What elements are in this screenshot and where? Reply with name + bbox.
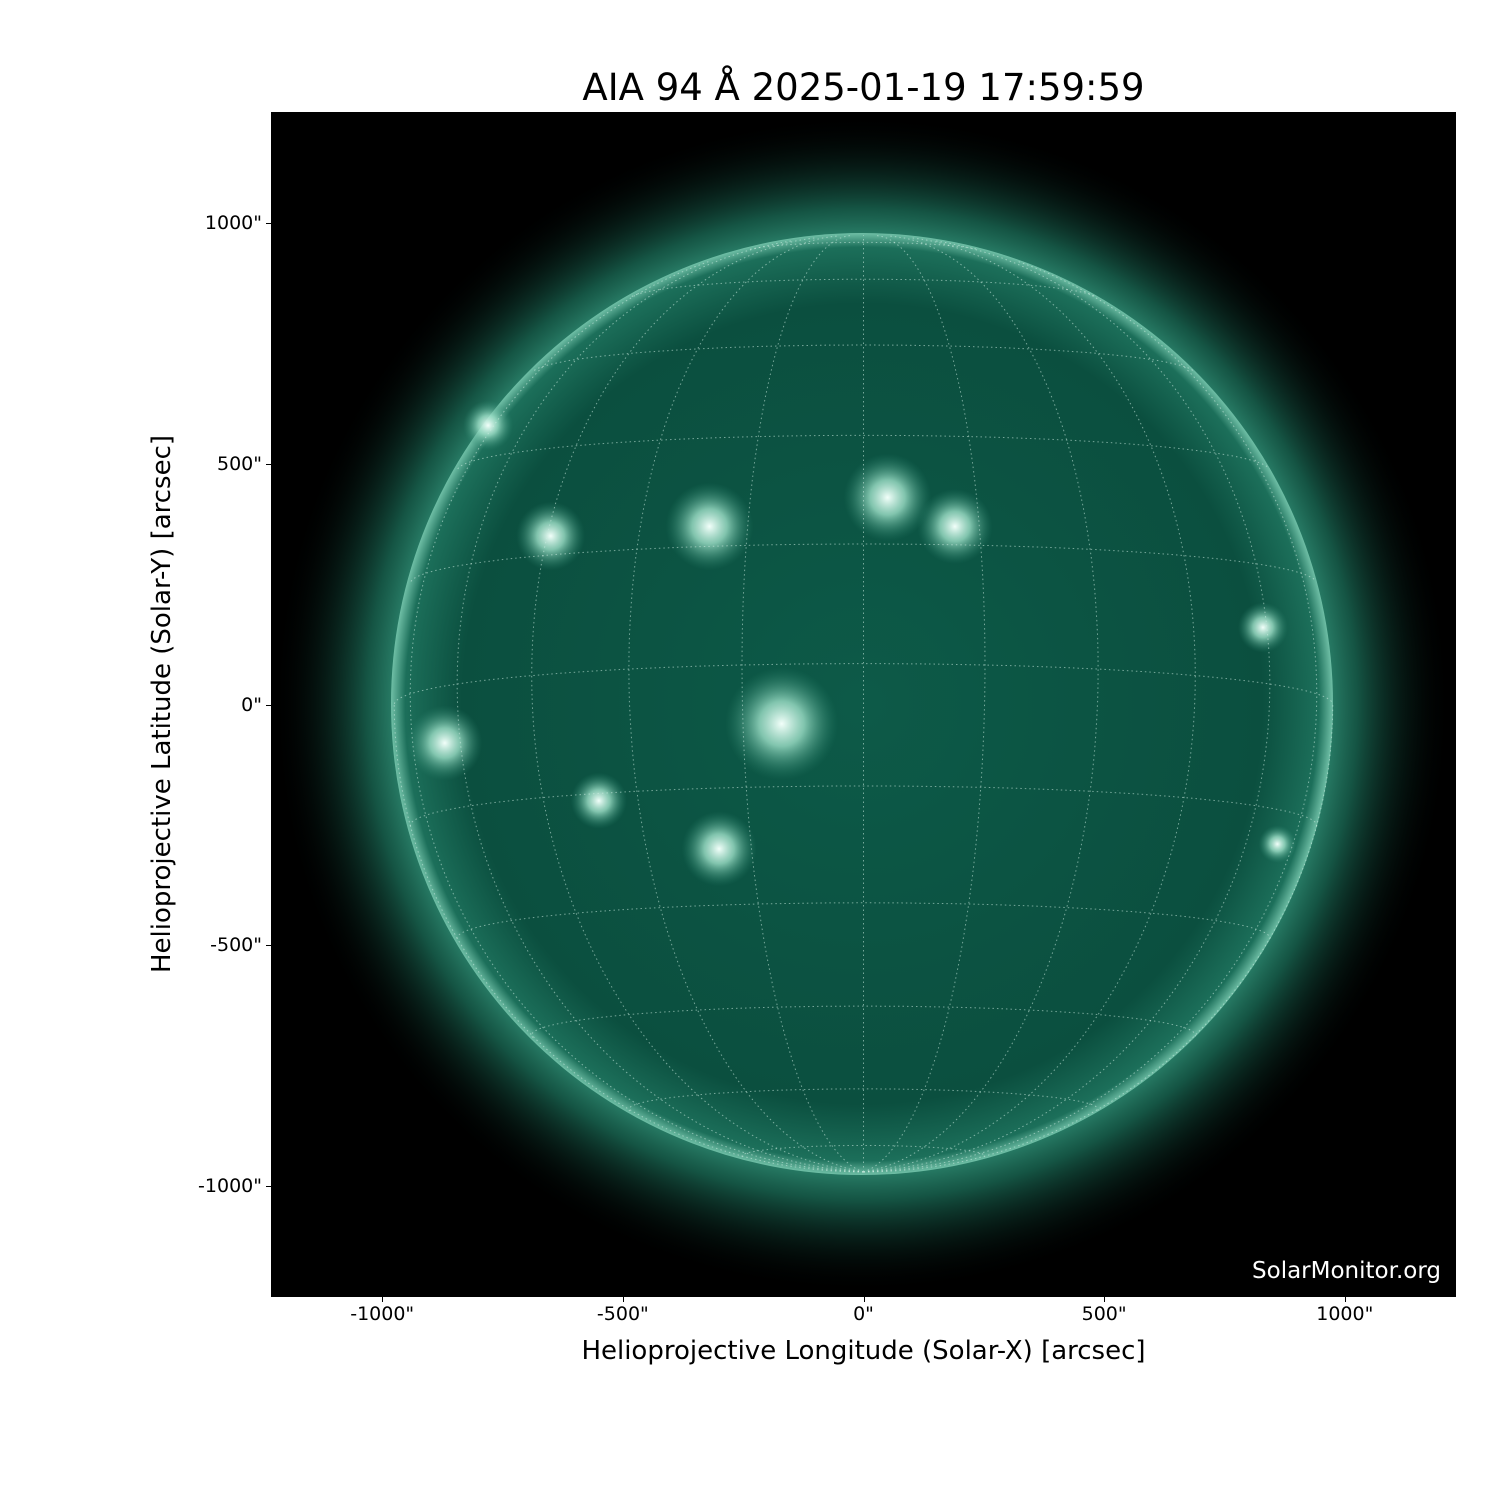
y-tick-label: -500" [210, 934, 262, 957]
active-regions [407, 400, 1297, 887]
grid-line [409, 261, 864, 1173]
grid-line [741, 235, 864, 1173]
grid-line [457, 434, 1270, 470]
grid-line [628, 235, 864, 1173]
chart-title: AIA 94 Å 2025-01-19 17:59:59 [582, 66, 1145, 109]
grid-line [749, 241, 978, 250]
grid-line [631, 278, 1096, 297]
x-tick-label: -500" [596, 1303, 649, 1325]
grid-line [410, 543, 1317, 582]
active-region [1237, 602, 1288, 653]
x-tick-mark [622, 1296, 624, 1302]
active-region [463, 400, 514, 451]
x-tick-label: 500" [1081, 1303, 1127, 1325]
grid-line [863, 235, 986, 1173]
y-tick-mark [266, 463, 272, 465]
grid-line [393, 663, 1334, 704]
x-tick-label: 1000" [1316, 1303, 1374, 1325]
y-tick-mark [266, 945, 272, 947]
grid-line [863, 237, 1196, 1173]
x-tick-mark [1104, 1296, 1106, 1302]
active-region [665, 482, 754, 571]
y-tick-mark [266, 704, 272, 706]
grid-line [456, 240, 864, 1173]
y-tick-mark [266, 223, 272, 225]
active-region [725, 667, 838, 781]
active-region [570, 772, 627, 829]
y-tick-label: 0" [241, 693, 262, 716]
active-region [407, 705, 483, 781]
x-tick-label: 0" [853, 1303, 874, 1325]
grid-line [863, 240, 1271, 1173]
active-region [843, 453, 932, 542]
y-tick-mark [266, 1185, 272, 1187]
y-tick-label: -1000" [198, 1174, 262, 1197]
heliographic-grid [393, 235, 1334, 1173]
grid-line [531, 1005, 1196, 1038]
grid-line [863, 261, 1318, 1173]
active-region [1258, 825, 1297, 863]
x-tick-mark [1344, 1296, 1346, 1302]
x-tick-mark [382, 1296, 384, 1302]
grid-line [628, 1088, 1099, 1112]
active-region [681, 811, 757, 887]
x-tick-label: -1000" [350, 1303, 415, 1325]
solar-disk [391, 233, 1333, 1175]
sun-image [272, 114, 1452, 1294]
active-region [917, 488, 993, 564]
x-tick-mark [863, 1296, 865, 1302]
watermark: SolarMonitor.org [1252, 1258, 1441, 1284]
x-axis-label: Helioprojective Longitude (Solar-X) [arc… [581, 1336, 1146, 1366]
y-tick-label: 1000" [204, 212, 262, 235]
grid-line [409, 785, 1318, 827]
grid-line [531, 237, 864, 1173]
y-tick-label: 500" [216, 452, 262, 475]
y-axis-label: Helioprojective Latitude (Solar-Y) [arcs… [147, 434, 177, 974]
solar-image-plot-area: SolarMonitor.org [271, 112, 1456, 1297]
active-region [516, 501, 586, 571]
grid-line [863, 235, 1099, 1173]
